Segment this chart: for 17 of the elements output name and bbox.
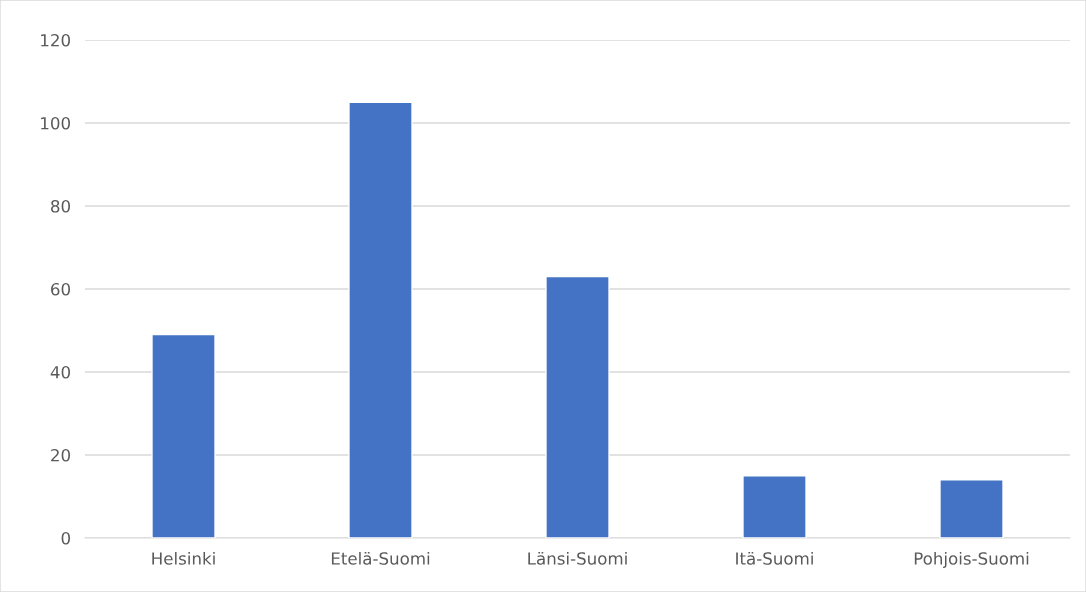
y-tick-label: 100	[41, 116, 70, 130]
x-tick-label: Helsinki	[152, 551, 215, 565]
y-tick-label: 80	[51, 199, 70, 213]
bar	[939, 479, 1004, 538]
bar	[348, 101, 413, 538]
y-tick-label: 20	[51, 448, 70, 462]
bar	[545, 275, 610, 538]
bar	[151, 333, 216, 538]
x-tick-label: Etelä-Suomi	[331, 551, 430, 565]
x-tick-label: Pohjois-Suomi	[914, 551, 1029, 569]
y-tick-label: 40	[50, 365, 70, 379]
y-tick-label: 120	[41, 33, 70, 47]
y-tick-label: 60	[51, 282, 70, 296]
bar	[742, 475, 807, 538]
x-tick-label: Itä-Suomi	[736, 551, 813, 565]
x-tick-label: Länsi-Suomi	[528, 551, 627, 565]
y-tick-label: 0	[61, 531, 70, 545]
